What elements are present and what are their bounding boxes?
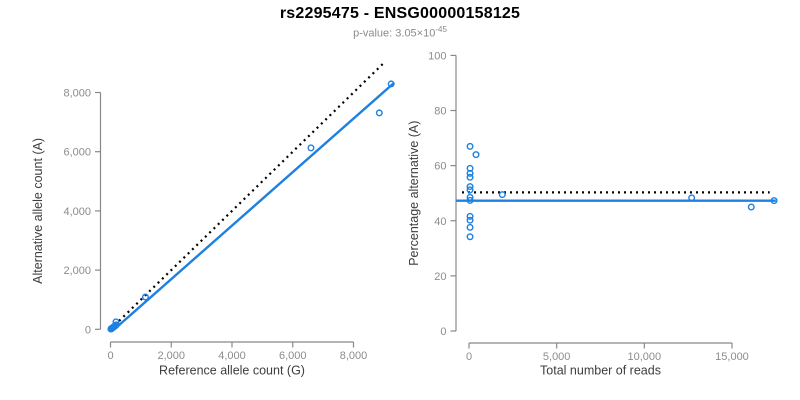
y-tick-label: 20 <box>434 271 446 283</box>
x-tick-label: 4,000 <box>218 350 246 362</box>
data-point <box>466 193 474 201</box>
data-point <box>770 197 778 205</box>
x-tick-label: 6,000 <box>279 350 307 362</box>
data-point <box>111 322 119 330</box>
data-point <box>307 144 315 152</box>
y-tick-label: 100 <box>428 50 446 62</box>
y-tick-label: 40 <box>434 216 446 228</box>
figure-title: rs2295475 - ENSG00000158125 <box>279 5 521 22</box>
y-tick-label: 60 <box>434 161 446 173</box>
regression-fit-line <box>112 81 395 332</box>
x-tick-label: 0 <box>107 350 113 362</box>
right-plot: 0 20 40 60 80 100 0 5,000 10,000 15,000 Total numb… <box>407 50 778 378</box>
data-point <box>141 293 149 301</box>
x-tick-label: 15,000 <box>715 351 749 363</box>
x-tick-label: 0 <box>466 351 472 363</box>
figure-subtitle: p-value: 3.05×10-45 <box>0 25 800 40</box>
data-point <box>498 191 506 199</box>
data-point <box>112 321 120 329</box>
identity-reference-line <box>109 60 387 331</box>
y-axis-title: Alternative allele count (A) <box>31 138 45 284</box>
data-point <box>466 183 474 191</box>
data-point <box>466 223 474 231</box>
data-point <box>747 203 755 211</box>
data-point <box>466 186 474 194</box>
y-tick-label: 0 <box>85 324 91 336</box>
data-point <box>466 212 474 220</box>
x-tick-label: 10,000 <box>628 351 662 363</box>
x-axis-title: Total number of reads <box>540 364 661 378</box>
y-tick-label: 2,000 <box>63 265 91 277</box>
x-axis-title: Reference allele count (G) <box>159 364 305 378</box>
data-point <box>466 196 474 204</box>
y-tick-label: 4,000 <box>63 206 91 218</box>
x-tick-label: 8,000 <box>340 350 368 362</box>
data-point <box>472 151 480 159</box>
y-tick-label: 0 <box>440 326 446 338</box>
y-tick-label: 6,000 <box>63 147 91 159</box>
data-point <box>688 194 696 202</box>
data-point <box>466 216 474 224</box>
data-point <box>387 80 395 88</box>
pvalue-text: p-value: 3.05×10 <box>353 27 436 40</box>
data-point <box>466 233 474 241</box>
data-point <box>466 173 474 181</box>
x-tick-label: 5,000 <box>543 351 571 363</box>
pvalue-exponent: -45 <box>435 25 447 34</box>
data-point <box>112 318 120 326</box>
data-point <box>466 142 474 150</box>
left-plot: 0 2,000 4,000 6,000 8,000 0 2,000 4,000 6,000 8,0… <box>31 60 395 378</box>
data-point <box>466 169 474 177</box>
y-axis-title: Percentage alternative (A) <box>407 121 421 266</box>
data-point <box>375 109 383 117</box>
y-tick-label: 80 <box>434 106 446 118</box>
x-tick-label: 2,000 <box>157 350 185 362</box>
y-tick-label: 8,000 <box>63 88 91 100</box>
